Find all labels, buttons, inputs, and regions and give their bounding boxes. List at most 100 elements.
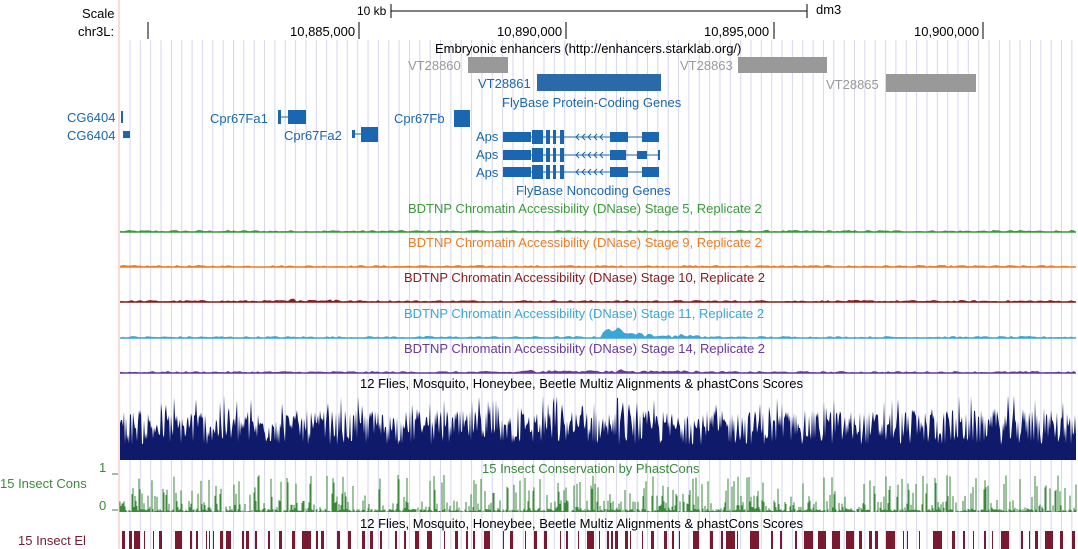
dnase-track-title[interactable]: BDTNP Chromatin Accessibility (DNase) St… [404, 270, 766, 285]
element-bar [832, 531, 840, 549]
scale-label: Scale [82, 6, 115, 21]
element-bar [875, 531, 878, 549]
element-bar [226, 531, 231, 549]
gene-exon [610, 150, 626, 160]
element-bar [630, 531, 631, 549]
element-bar [337, 531, 340, 549]
enhancer-feature[interactable] [537, 74, 661, 91]
enhancer-feature[interactable] [886, 74, 976, 92]
element-bar [1045, 531, 1053, 549]
multiz-signal [120, 395, 1076, 460]
chrom-label: chr3L: [78, 24, 115, 39]
element-bar [726, 531, 735, 549]
element-bar [213, 531, 214, 549]
element-bar [651, 531, 654, 549]
strand-arrow [581, 168, 586, 176]
enhancer-label[interactable]: VT28863 [680, 58, 733, 73]
element-bar [427, 531, 432, 549]
element-bar [795, 531, 797, 549]
strand-arrow [599, 168, 604, 176]
element-bar [134, 531, 140, 549]
gene-exon [610, 132, 628, 142]
insect-cons-side-label[interactable]: 15 Insect Cons [0, 476, 87, 491]
element-bar [693, 531, 699, 549]
ruler-tick-label: 10,890,000 [497, 24, 563, 39]
gene-exon [532, 148, 543, 162]
element-bar [246, 531, 249, 549]
element-bar [122, 531, 125, 549]
element-bar [484, 531, 490, 549]
dnase-track-title[interactable]: BDTNP Chromatin Accessibility (DNase) St… [408, 235, 762, 250]
element-bar [587, 531, 594, 549]
element-bar [525, 531, 526, 549]
gene-label[interactable]: CG6404 [67, 128, 116, 143]
gene-exon [352, 130, 355, 138]
element-bar [804, 531, 813, 549]
gene-label[interactable]: Cpr67Fa2 [284, 128, 342, 143]
gene-label[interactable]: Aps [476, 165, 499, 180]
gene-exon [637, 151, 647, 159]
strand-arrow [587, 151, 592, 159]
element-bar [144, 531, 145, 549]
gene-label[interactable]: Aps [476, 129, 499, 144]
element-bar [1035, 531, 1038, 549]
enhancer-feature[interactable] [738, 57, 827, 73]
dnase-track-title[interactable]: BDTNP Chromatin Accessibility (DNase) St… [404, 306, 765, 321]
dnase-signal [120, 369, 1076, 373]
multiz-track-title[interactable]: 12 Flies, Mosquito, Honeybee, Beetle Mul… [360, 376, 803, 391]
element-bar [933, 531, 942, 549]
element-bar [380, 531, 382, 549]
element-bar [129, 531, 132, 549]
enhancer-feature[interactable] [468, 57, 508, 73]
gene-exon [123, 131, 130, 138]
element-bar [869, 531, 872, 549]
element-bar [455, 531, 458, 549]
gene-label[interactable]: Aps [476, 147, 499, 162]
element-bar [642, 531, 643, 549]
insect-el-side-label[interactable]: 15 Insect El [18, 533, 86, 548]
ruler-tick-label: 10,895,000 [704, 24, 770, 39]
flybase-coding-track-title[interactable]: FlyBase Protein-Coding Genes [502, 95, 682, 110]
element-bar [196, 531, 198, 549]
gene-label[interactable]: CG6404 [67, 110, 116, 125]
enhancer-label[interactable]: VT28861 [478, 76, 531, 91]
enhancer-label[interactable]: VT28865 [826, 77, 879, 92]
gene-exon [503, 167, 531, 177]
gene-exon [560, 165, 564, 179]
element-bar [599, 531, 600, 549]
element-bar [242, 531, 244, 549]
element-bar [415, 531, 419, 549]
gene-exon [553, 165, 556, 179]
enhancer-label[interactable]: VT28860 [408, 58, 461, 73]
element-bar [220, 531, 223, 549]
gene-label[interactable]: Cpr67Fa1 [210, 111, 268, 126]
gene-exon [503, 132, 531, 142]
element-bar [348, 531, 351, 549]
element-bar [907, 531, 908, 549]
enhancers-track-title[interactable]: Embryonic enhancers (http://enhancers.st… [435, 41, 742, 56]
element-bar [209, 531, 210, 549]
flybase-noncoding-track-title[interactable]: FlyBase Noncoding Genes [516, 183, 671, 198]
element-bar [903, 531, 904, 549]
element-bar [268, 531, 270, 549]
strand-arrow [581, 151, 586, 159]
element-bar [679, 531, 680, 549]
element-bar [859, 531, 862, 549]
insect-el-track-title[interactable]: 12 Flies, Mosquito, Honeybee, Beetle Mul… [360, 516, 803, 531]
element-bar [544, 531, 547, 549]
element-bar [466, 531, 468, 549]
dnase-track-title[interactable]: BDTNP Chromatin Accessibility (DNase) St… [408, 201, 762, 216]
insect-cons-track-title[interactable]: 15 Insect Conservation by PhastCons [482, 461, 700, 476]
dnase-track-title[interactable]: BDTNP Chromatin Accessibility (DNase) St… [404, 341, 766, 356]
ruler-tick-label: 10,900,000 [914, 24, 980, 39]
element-bar [395, 531, 397, 549]
element-bar [578, 531, 579, 549]
strand-arrow [593, 133, 598, 141]
gene-exon [121, 111, 123, 123]
gene-label[interactable]: Cpr67Fb [394, 111, 445, 126]
gene-exon [642, 167, 659, 177]
strand-arrow [581, 133, 586, 141]
element-bar [473, 531, 475, 549]
